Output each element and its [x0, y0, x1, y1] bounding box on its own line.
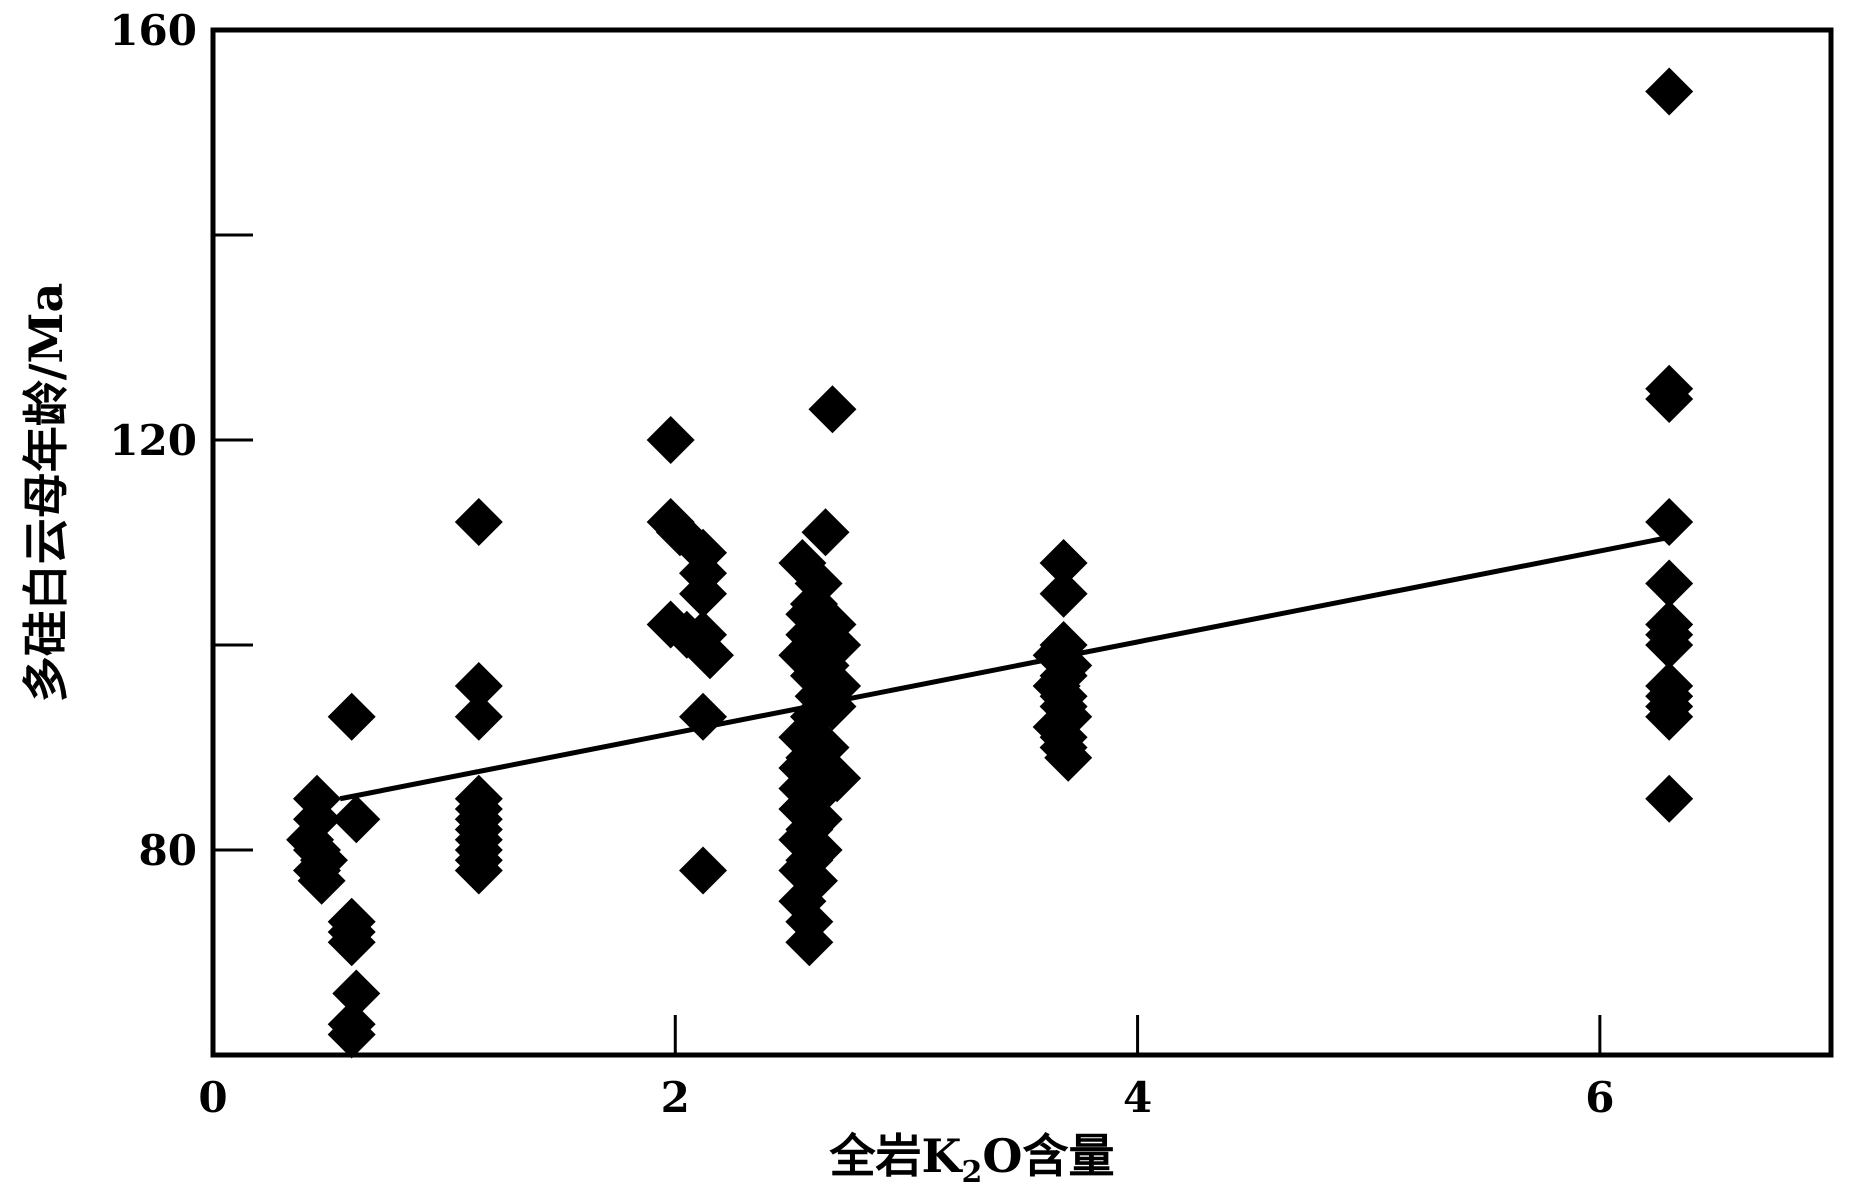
data-point-diamond	[1645, 774, 1694, 823]
regression-line	[339, 534, 1670, 802]
data-point-diamond	[679, 569, 728, 618]
data-point-diamond	[297, 856, 346, 905]
data-point-diamond	[327, 692, 376, 741]
x-tick-label: 2	[661, 1073, 690, 1122]
data-point-diamond	[785, 918, 834, 967]
data-point-diamond	[679, 692, 728, 741]
data-point-diamond	[1645, 559, 1694, 608]
data-point-diamond	[1645, 692, 1694, 741]
data-point-diamond	[332, 969, 381, 1018]
data-point-diamond	[1645, 67, 1694, 116]
x-axis-title-end: O含量	[982, 1129, 1114, 1183]
data-point-diamond	[327, 1010, 376, 1059]
data-point-diamond	[679, 846, 728, 895]
x-axis-title-main: 全岩K	[829, 1129, 964, 1183]
axis-ticks	[213, 233, 1602, 1055]
plot-frame	[210, 27, 1834, 1058]
data-points	[286, 67, 1694, 1059]
data-point-diamond	[1645, 375, 1694, 423]
data-point-diamond	[454, 692, 503, 741]
x-tick-label: 4	[1123, 1073, 1152, 1122]
axis-tick-labels: 0 2 4 6 80 120 160	[109, 6, 1614, 1122]
y-axis-title: 多硅白云母年龄/Ma	[19, 283, 73, 703]
data-point-diamond	[646, 416, 695, 464]
data-point-diamond	[1039, 569, 1088, 618]
data-point-diamond	[454, 846, 503, 895]
y-tick-label: 160	[109, 6, 197, 55]
data-point-diamond	[332, 795, 381, 844]
data-point-diamond	[454, 662, 503, 710]
y-tick-label: 120	[109, 416, 197, 465]
data-point-diamond	[685, 631, 734, 680]
data-point-diamond	[1645, 621, 1694, 669]
data-point-diamond	[1645, 498, 1694, 546]
y-tick-label: 80	[139, 826, 197, 875]
data-point-diamond	[808, 385, 857, 434]
x-tick-label: 0	[198, 1073, 227, 1122]
data-point-diamond	[801, 508, 850, 557]
data-point-diamond	[327, 918, 376, 967]
x-axis-title: 全岩K2O含量	[829, 1129, 1115, 1190]
x-tick-label: 6	[1585, 1073, 1614, 1122]
x-axis-title-subscript: 2	[962, 1155, 983, 1190]
data-point-diamond	[1044, 733, 1093, 782]
data-point-diamond	[454, 498, 503, 546]
data-point-diamond	[1039, 539, 1088, 587]
